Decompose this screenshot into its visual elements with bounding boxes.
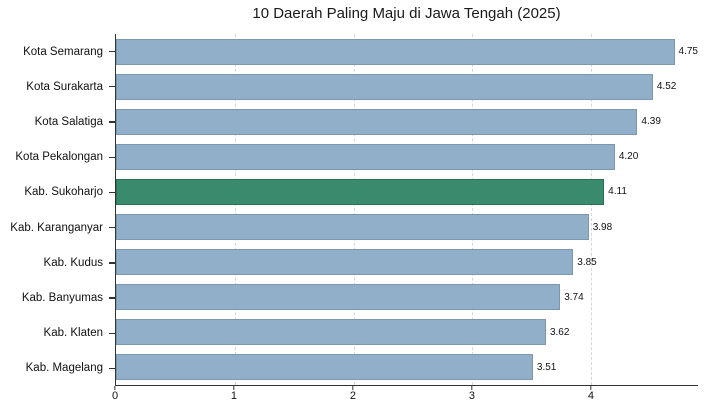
chart-title: 10 Daerah Paling Maju di Jawa Tengah (20…	[252, 5, 561, 22]
bar-value-label: 4.52	[656, 81, 677, 93]
x-tick-mark	[114, 386, 116, 390]
gridline	[591, 34, 593, 385]
bar-row: 4.20	[116, 139, 698, 174]
y-axis-label: Kab. Karanganyar	[0, 210, 115, 245]
bar	[116, 354, 533, 381]
x-tick-label: 1	[230, 390, 238, 400]
bar-row: 3.62	[116, 315, 698, 350]
y-axis-label: Kota Salatiga	[0, 104, 115, 139]
bar-value-label: 3.74	[564, 291, 584, 303]
x-tick-mark	[590, 386, 592, 390]
bar-value-label: 3.62	[549, 326, 570, 338]
y-axis-label: Kab. Banyumas	[0, 280, 115, 315]
y-axis-label: Kab. Sukoharjo	[0, 175, 115, 210]
bar	[116, 108, 638, 135]
bar	[116, 143, 615, 170]
x-tick-label: 0	[111, 390, 119, 400]
y-axis-label: Kota Pekalongan	[0, 140, 115, 175]
y-axis-label: Kab. Kudus	[0, 245, 115, 280]
bar	[116, 319, 546, 346]
bar-value-label: 3.85	[577, 256, 597, 268]
gridline	[353, 34, 355, 385]
y-axis-label: Kab. Magelang	[0, 351, 115, 386]
bar-row: 3.74	[116, 280, 698, 315]
x-tick-label: 3	[468, 390, 475, 400]
gridline	[472, 34, 474, 385]
bar-row: 4.11	[116, 174, 698, 209]
bar-row: 3.85	[116, 245, 698, 280]
bar-value-label: 4.20	[618, 151, 639, 163]
bar-value-label: 4.39	[641, 116, 661, 128]
bar-row: 3.51	[116, 350, 698, 385]
y-axis-label: Kab. Klaten	[0, 316, 115, 351]
bar	[116, 73, 653, 100]
bar-row: 4.52	[116, 69, 698, 104]
x-axis: 0 1 2 3 4	[111, 386, 698, 400]
x-tick-mark	[352, 386, 354, 390]
bar-value-label: 4.75	[678, 46, 698, 58]
y-axis-label: Kota Surakarta	[0, 69, 115, 104]
x-tick-label: 2	[349, 390, 357, 400]
bar	[116, 214, 589, 240]
bar	[116, 249, 574, 276]
plot-area: 4.75 4.52 4.39 4.20 4.11 3.98 3.85 3.74 3.62 3.51	[115, 34, 698, 386]
bar-value-label: 3.98	[592, 221, 613, 233]
bar-value-label: 4.11	[608, 186, 627, 198]
x-tick-mark	[471, 386, 473, 390]
y-axis-labels: Kota Semarang Kota Surakarta Kota Salatiga…	[0, 34, 115, 386]
x-tick-mark	[233, 386, 235, 390]
bar-value-label: 3.51	[536, 361, 557, 373]
bar-row: 3.98	[116, 209, 698, 244]
y-axis-label: Kota Semarang	[0, 34, 115, 69]
bar	[116, 38, 675, 65]
bar-row: 4.39	[116, 104, 698, 139]
bar-rows: 4.75 4.52 4.39 4.20 4.11 3.98 3.85 3.74 3.62 3.51	[116, 34, 698, 385]
bar-row: 4.75	[116, 34, 698, 69]
bar-highlight	[116, 178, 605, 205]
bar	[116, 284, 561, 311]
x-tick-label: 4	[587, 390, 594, 400]
gridline	[234, 34, 236, 385]
